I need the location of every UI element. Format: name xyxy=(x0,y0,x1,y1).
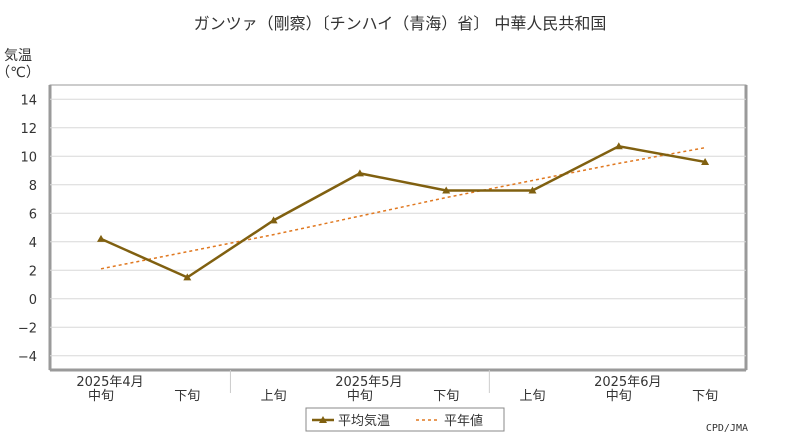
average-point xyxy=(528,186,537,194)
average-point xyxy=(614,142,623,150)
average-point xyxy=(442,186,451,194)
y-tick-label: −4 xyxy=(18,350,37,365)
x-tick-label: 下旬 xyxy=(174,389,200,404)
average-point xyxy=(183,273,192,281)
y-axis-unit: （℃） xyxy=(0,65,40,81)
x-tick-label: 上旬 xyxy=(519,389,545,404)
average-line xyxy=(100,144,706,279)
y-tick-label: 0 xyxy=(29,293,37,308)
credit-text: CPD/JMA xyxy=(706,423,748,434)
y-axis-label: 気温 xyxy=(4,48,32,64)
y-tick-label: 10 xyxy=(20,150,37,165)
series-normal xyxy=(100,146,706,270)
average-point xyxy=(269,216,278,224)
x-tick-label: 中旬 xyxy=(88,389,114,404)
y-tick-label: 12 xyxy=(20,122,37,137)
series-average xyxy=(97,142,710,281)
plot-area xyxy=(48,84,748,372)
average-point xyxy=(97,234,105,242)
x-tick-label: 下旬 xyxy=(692,389,718,404)
average-point xyxy=(355,169,364,177)
month-label: 2025年6月 xyxy=(594,375,661,390)
legend-average-label: 平均気温 xyxy=(338,413,390,429)
y-tick-label: 6 xyxy=(29,207,37,222)
plot-background xyxy=(49,84,747,371)
chart-title: ガンツァ（剛察）〔チンハイ（青海）省〕 中華人民共和国 xyxy=(194,14,607,33)
normal-line xyxy=(100,146,706,270)
month-label: 2025年5月 xyxy=(335,375,402,390)
x-tick-label: 上旬 xyxy=(261,389,287,404)
legend-average-marker xyxy=(319,416,327,423)
x-tick-label: 中旬 xyxy=(606,389,632,404)
y-tick-label: 2 xyxy=(29,264,37,279)
grid-lines xyxy=(50,98,746,357)
y-tick-label: 14 xyxy=(20,93,37,108)
x-tick-label: 下旬 xyxy=(433,389,459,404)
y-tick-label: 4 xyxy=(29,236,37,251)
x-tick-labels: 中旬 下旬 上旬 中旬 下旬 上旬 中旬 下旬 2025年4月 2025年5月 2025年6月 xyxy=(76,370,718,404)
average-point xyxy=(701,157,710,165)
x-tick-label: 中旬 xyxy=(347,389,373,404)
legend: 平均気温 平年値 xyxy=(305,407,505,432)
legend-normal-label: 平年値 xyxy=(444,413,483,429)
y-tick-labels: 14 12 10 8 6 4 2 0 −2 −4 xyxy=(18,93,37,365)
y-tick-label: 8 xyxy=(29,179,37,194)
month-label: 2025年4月 xyxy=(76,375,143,390)
y-tick-label: −2 xyxy=(18,321,37,336)
